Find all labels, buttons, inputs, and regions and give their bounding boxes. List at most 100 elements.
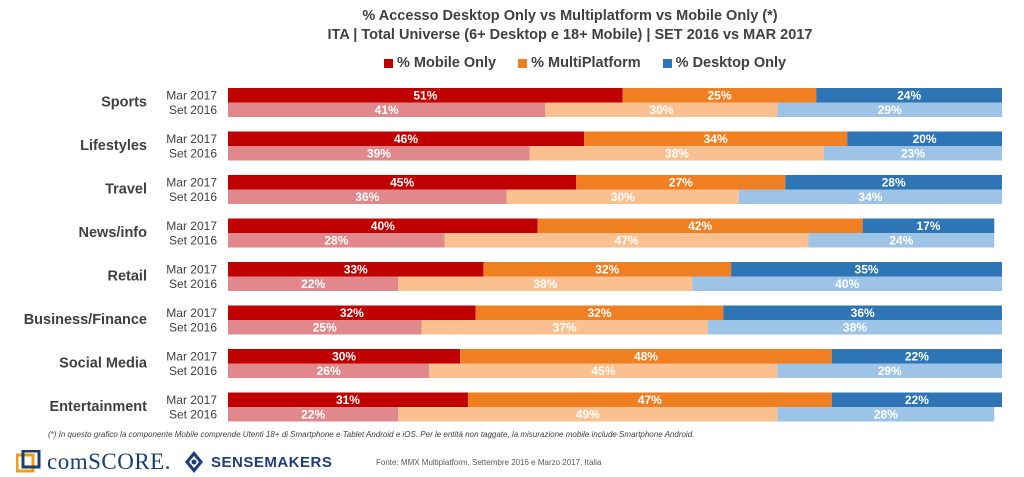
data-label-social-media-desktop-1: 29% [878,364,902,378]
data-label-entertainment-desktop-1: 28% [874,408,898,422]
data-label-retail-multiplatform-1: 38% [533,277,557,291]
data-label-lifestyles-desktop-0: 20% [913,132,937,146]
data-label-travel-desktop-1: 34% [858,190,882,204]
data-label-news-info-mobile-0: 40% [371,219,395,233]
category-label-sports: Sports [101,95,147,111]
data-label-social-media-mobile-1: 26% [317,364,341,378]
bar-travel-multiplatform-set2016 [506,189,739,204]
bar-sports-multiplatform-mar2017 [622,88,817,103]
data-label-retail-desktop-0: 35% [855,263,879,277]
legend-swatch-multiplatform [518,58,528,68]
bar-business-finance-desktop-set2016 [707,320,1002,335]
period-label-entertainment-1: Set 2016 [169,408,217,422]
legend-item-multiplatform: % MultiPlatform [518,54,641,72]
chart-title: % Accesso Desktop Only vs Multiplatform … [362,8,778,24]
data-label-social-media-mobile-0: 30% [332,350,356,364]
bar-news-info-mobile-mar2017 [228,218,538,233]
data-label-social-media-multiplatform-1: 45% [591,364,615,378]
stacked-bar-chart: Sports Mar 2017 51% 25% 24% Set 2016 41% 30% 29%… [24,88,1002,422]
bar-lifestyles-multiplatform-mar2017 [584,131,848,146]
bar-retail-mobile-set2016 [228,276,399,291]
sensemakers-logo-text: SENSEMAKERS [211,453,333,471]
category-label-travel: Travel [105,182,147,198]
data-label-social-media-desktop-0: 22% [905,350,929,364]
data-label-entertainment-multiplatform-0: 47% [638,393,662,407]
category-label-business-finance: Business/Finance [24,312,147,328]
period-label-sports-0: Mar 2017 [166,89,217,103]
period-label-social-media-0: Mar 2017 [166,350,217,364]
legend-swatch-desktop [662,58,672,68]
period-label-news-info-0: Mar 2017 [166,219,217,233]
category-label-retail: Retail [108,269,148,285]
data-label-entertainment-multiplatform-1: 49% [576,408,600,422]
data-label-business-finance-mobile-0: 32% [340,306,364,320]
data-label-sports-desktop-1: 29% [878,103,902,117]
data-label-business-finance-mobile-1: 25% [313,321,337,335]
bar-social-media-mobile-mar2017 [228,349,461,364]
bar-business-finance-mobile-mar2017 [228,305,476,320]
data-label-entertainment-desktop-0: 22% [905,393,929,407]
bar-news-info-multiplatform-mar2017 [537,218,863,233]
bar-retail-desktop-mar2017 [731,262,1002,277]
sensemakers-mark-icon [185,451,203,473]
bar-entertainment-desktop-set2016 [777,407,995,422]
data-label-lifestyles-mobile-1: 39% [367,147,391,161]
bar-news-info-multiplatform-set2016 [444,233,809,248]
data-label-entertainment-mobile-1: 22% [301,408,325,422]
data-label-news-info-mobile-1: 28% [324,234,348,248]
category-label-social-media: Social Media [59,356,148,372]
bar-social-media-desktop-set2016 [777,363,1002,378]
data-label-retail-multiplatform-0: 32% [595,263,619,277]
bar-news-info-desktop-set2016 [808,233,995,248]
period-label-lifestyles-1: Set 2016 [169,147,217,161]
data-label-news-info-multiplatform-0: 42% [688,219,712,233]
bar-lifestyles-desktop-set2016 [823,146,1002,161]
bar-entertainment-multiplatform-set2016 [398,407,778,422]
bar-retail-multiplatform-set2016 [398,276,693,291]
data-label-sports-mobile-1: 41% [375,103,399,117]
period-label-retail-0: Mar 2017 [166,263,217,277]
comscore-logo: comSCORE. [16,448,171,476]
period-label-business-finance-1: Set 2016 [169,321,217,335]
bar-news-info-desktop-mar2017 [862,218,995,233]
bar-social-media-desktop-mar2017 [831,349,1002,364]
bar-sports-desktop-mar2017 [816,88,1002,103]
period-label-news-info-1: Set 2016 [169,234,217,248]
data-label-lifestyles-desktop-1: 23% [901,147,925,161]
period-label-sports-1: Set 2016 [169,103,217,117]
data-label-travel-multiplatform-1: 30% [611,190,635,204]
data-label-lifestyles-mobile-0: 46% [394,132,418,146]
data-label-news-info-multiplatform-1: 47% [615,234,639,248]
chart-subtitle: ITA | Total Universe (6+ Desktop e 18+ M… [327,27,813,43]
period-label-lifestyles-0: Mar 2017 [166,132,217,146]
bar-lifestyles-multiplatform-set2016 [529,146,824,161]
data-label-news-info-desktop-0: 17% [916,219,940,233]
data-label-sports-desktop-0: 24% [897,89,921,103]
data-label-retail-mobile-1: 22% [301,277,325,291]
bar-business-finance-desktop-mar2017 [723,305,1002,320]
bar-sports-mobile-mar2017 [228,88,623,103]
bar-business-finance-mobile-set2016 [228,320,422,335]
period-label-retail-1: Set 2016 [169,277,217,291]
bar-entertainment-multiplatform-mar2017 [467,392,832,407]
bar-social-media-mobile-set2016 [228,363,430,378]
bar-travel-multiplatform-mar2017 [576,175,786,190]
data-label-travel-multiplatform-0: 27% [669,176,693,190]
bar-travel-mobile-set2016 [228,189,507,204]
data-label-business-finance-multiplatform-1: 37% [553,321,577,335]
bar-lifestyles-desktop-mar2017 [847,131,1002,146]
sensemakers-logo: SENSEMAKERS [182,448,332,476]
data-label-business-finance-multiplatform-0: 32% [588,306,612,320]
data-label-travel-mobile-0: 45% [390,176,414,190]
bar-sports-mobile-set2016 [228,102,546,117]
bar-news-info-mobile-set2016 [228,233,445,248]
source-note: Fonte: MMX Multiplatform, Settembre 2016… [376,458,602,467]
data-label-retail-desktop-1: 40% [835,277,859,291]
legend-swatch-mobile [384,58,393,68]
bar-retail-desktop-set2016 [692,276,1002,291]
data-label-sports-multiplatform-1: 30% [649,103,673,117]
bar-lifestyles-mobile-set2016 [228,146,530,161]
category-label-entertainment: Entertainment [50,399,148,415]
legend-label-multiplatform: % MultiPlatform [531,55,641,71]
legend-label-mobile: % Mobile Only [397,55,497,71]
